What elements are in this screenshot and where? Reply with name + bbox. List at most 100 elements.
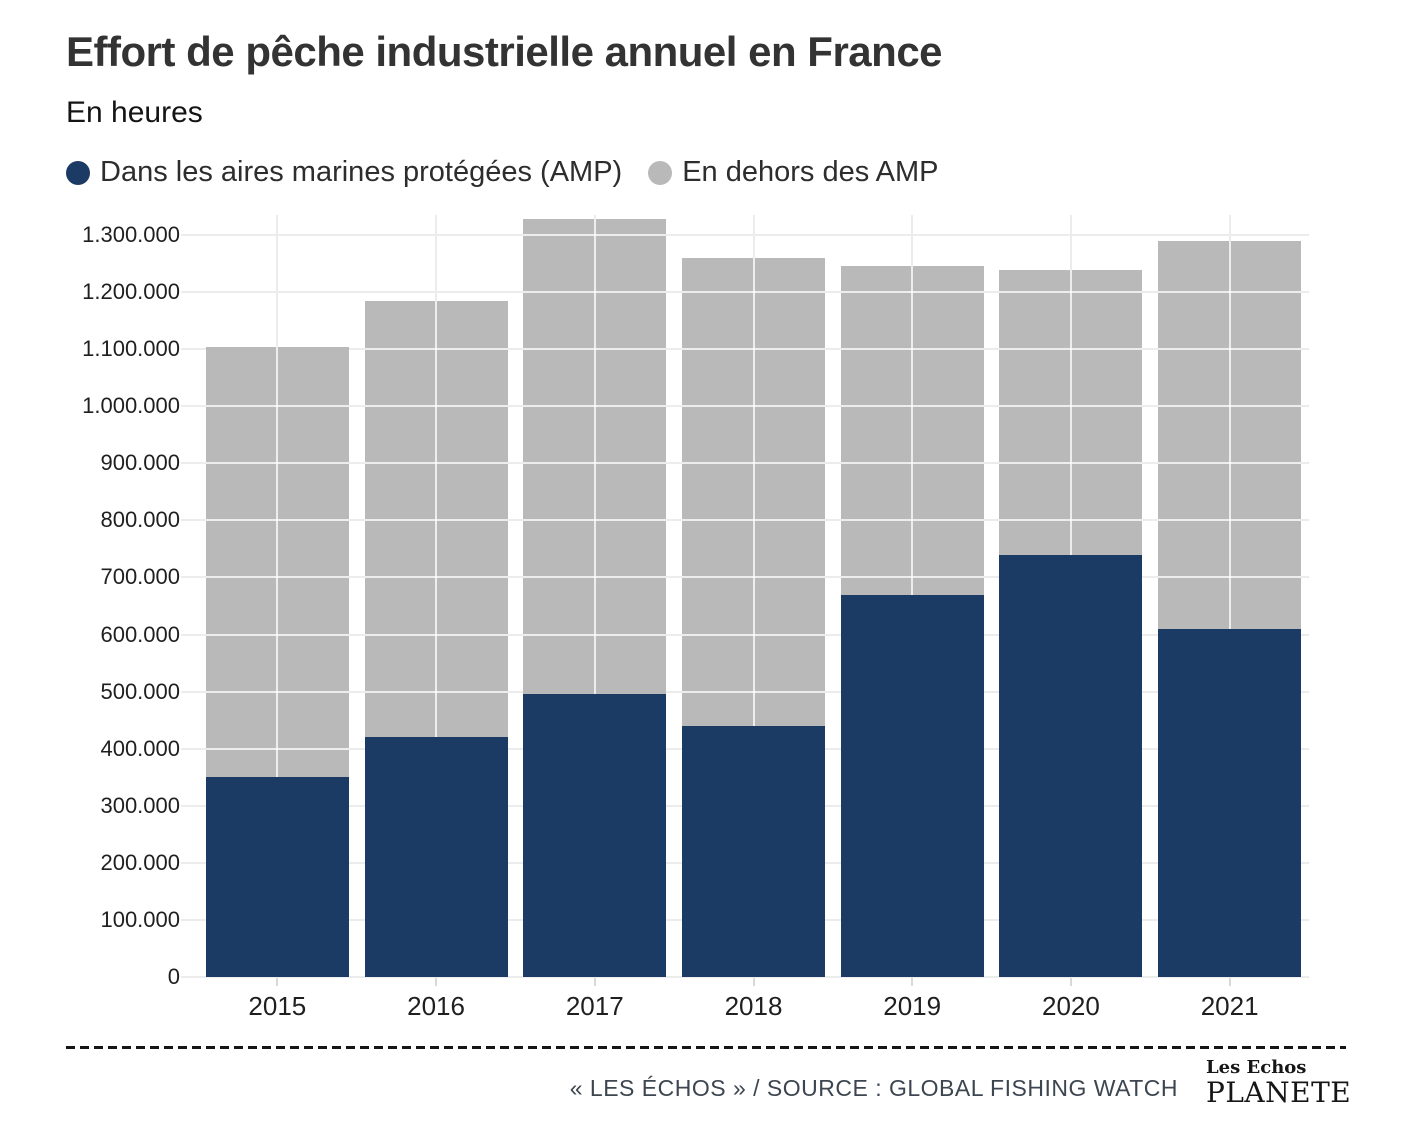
- gridline-overlay: [435, 300, 438, 738]
- x-axis-tick: [752, 978, 755, 986]
- gridline-overlay: [205, 690, 349, 693]
- gridline-overlay: [682, 690, 825, 693]
- bar-segment-outside-2017: [523, 219, 667, 695]
- gridline-overlay: [1158, 576, 1302, 579]
- gridline-overlay: [205, 519, 349, 522]
- y-axis-tick-label: 1.100.000: [82, 336, 180, 362]
- x-axis-tick: [276, 978, 279, 986]
- bar-segment-amp-2020: [999, 554, 1143, 977]
- h-gridline: [181, 976, 1309, 978]
- bar-segment-amp-2016: [364, 737, 508, 977]
- page-title: Effort de pêche industrielle annuel en F…: [66, 28, 943, 75]
- gridline-overlay: [523, 576, 667, 579]
- gridline-overlay: [682, 576, 825, 579]
- gridline-overlay: [752, 257, 755, 726]
- gridline-overlay: [205, 405, 349, 408]
- gridline-overlay: [205, 747, 349, 750]
- x-axis-label: 2017: [565, 991, 624, 1021]
- gridline-overlay: [1158, 291, 1302, 294]
- gridline-overlay: [682, 405, 825, 408]
- gridline-overlay: [911, 266, 914, 595]
- gridline-overlay: [999, 291, 1143, 294]
- legend-item-amp: Dans les aires marines protégées (AMP): [66, 156, 622, 189]
- gridline-overlay: [205, 576, 349, 579]
- y-axis-tick-label: 700.000: [100, 564, 180, 590]
- y-axis-tick-label: 200.000: [100, 849, 180, 875]
- gridline-overlay: [999, 348, 1143, 351]
- gridline-overlay: [276, 347, 279, 778]
- legend-item-label: Dans les aires marines protégées (AMP): [100, 156, 623, 188]
- bar-segment-amp-2015: [205, 777, 349, 977]
- gridline-overlay: [364, 405, 508, 408]
- gridline-overlay: [1158, 348, 1302, 351]
- gridline-overlay: [205, 633, 349, 636]
- gridline-overlay: [523, 234, 667, 236]
- x-axis-label: 2016: [407, 991, 465, 1021]
- legend-item-outside: En dehors des AMP: [648, 156, 939, 189]
- gridline-overlay: [682, 519, 825, 522]
- plot-area: [181, 215, 1309, 986]
- gridline-overlay: [205, 462, 349, 465]
- gridline-overlay: [364, 576, 508, 579]
- gridline-overlay: [999, 405, 1143, 408]
- bar-segment-outside-2020: [999, 270, 1143, 555]
- gridline-overlay: [523, 519, 667, 522]
- gridline-overlay: [1228, 240, 1231, 629]
- y-axis-tick-label: 1.300.000: [82, 221, 180, 247]
- bar-segment-outside-2018: [682, 257, 825, 726]
- legend-item-label: En dehors des AMP: [682, 156, 939, 188]
- gridline-overlay: [523, 348, 667, 351]
- x-axis-label: 2020: [1041, 991, 1100, 1021]
- y-axis-tick-label: 1.000.000: [82, 393, 180, 419]
- gridline-overlay: [999, 519, 1143, 522]
- gridline-overlay: [840, 348, 984, 351]
- y-axis: 0 100.000 200.000 300.000 400.000 500.000 600.…: [30, 215, 180, 989]
- y-axis-tick-label: 1.200.000: [82, 279, 180, 305]
- y-axis-tick-label: 400.000: [100, 735, 180, 761]
- y-axis-tick-label: 100.000: [100, 906, 180, 932]
- gridline-overlay: [364, 519, 508, 522]
- gridline-overlay: [523, 405, 667, 408]
- gridline-overlay: [840, 291, 984, 294]
- brand-logo: Les Echos PLANETE: [1206, 1058, 1351, 1108]
- y-axis-tick-label: 600.000: [100, 621, 180, 647]
- bar-segment-outside-2019: [840, 266, 984, 595]
- legend: Dans les aires marines protégées (AMP) E…: [66, 156, 939, 189]
- bar-segment-outside-2021: [1158, 240, 1302, 629]
- y-axis-tick-label: 900.000: [100, 450, 180, 476]
- gridline-overlay: [1158, 405, 1302, 408]
- x-axis-label: 2018: [724, 991, 783, 1021]
- gridline-overlay: [1069, 270, 1072, 555]
- gridline-overlay: [840, 576, 984, 579]
- x-axis-tick: [911, 978, 914, 986]
- legend-swatch-amp-icon: [66, 160, 90, 185]
- footer-credit: « LES ÉCHOS » / SOURCE : GLOBAL FISHING …: [569, 1075, 1178, 1101]
- gridline-overlay: [1158, 462, 1302, 465]
- gridline-overlay: [840, 462, 984, 465]
- bar-segment-amp-2018: [682, 725, 825, 977]
- gridline-overlay: [682, 462, 825, 465]
- gridline-overlay: [523, 291, 667, 294]
- bar-segment-amp-2021: [1158, 628, 1302, 977]
- h-gridline: [181, 233, 1309, 236]
- y-axis-tick-label: 0: [167, 964, 180, 989]
- gridline-overlay: [364, 633, 508, 636]
- x-axis-label: 2019: [883, 991, 942, 1021]
- gridline-overlay: [364, 462, 508, 465]
- gridline-overlay: [840, 519, 984, 522]
- gridline-overlay: [523, 462, 667, 465]
- x-axis-tick: [435, 978, 438, 986]
- x-axis-tick: [1069, 978, 1072, 986]
- y-axis-tick-label: 300.000: [100, 792, 180, 818]
- gridline-overlay: [364, 690, 508, 693]
- gridline-overlay: [364, 348, 508, 351]
- x-axis-tick: [1228, 978, 1231, 986]
- gridline-overlay: [999, 462, 1143, 465]
- legend-swatch-outside-icon: [648, 160, 673, 185]
- gridline-overlay: [682, 348, 825, 351]
- gridline-overlay: [682, 633, 825, 636]
- gridline-overlay: [840, 405, 984, 408]
- gridline-overlay: [593, 219, 596, 695]
- gridline-overlay: [682, 291, 825, 294]
- bar-segment-amp-2019: [840, 594, 984, 977]
